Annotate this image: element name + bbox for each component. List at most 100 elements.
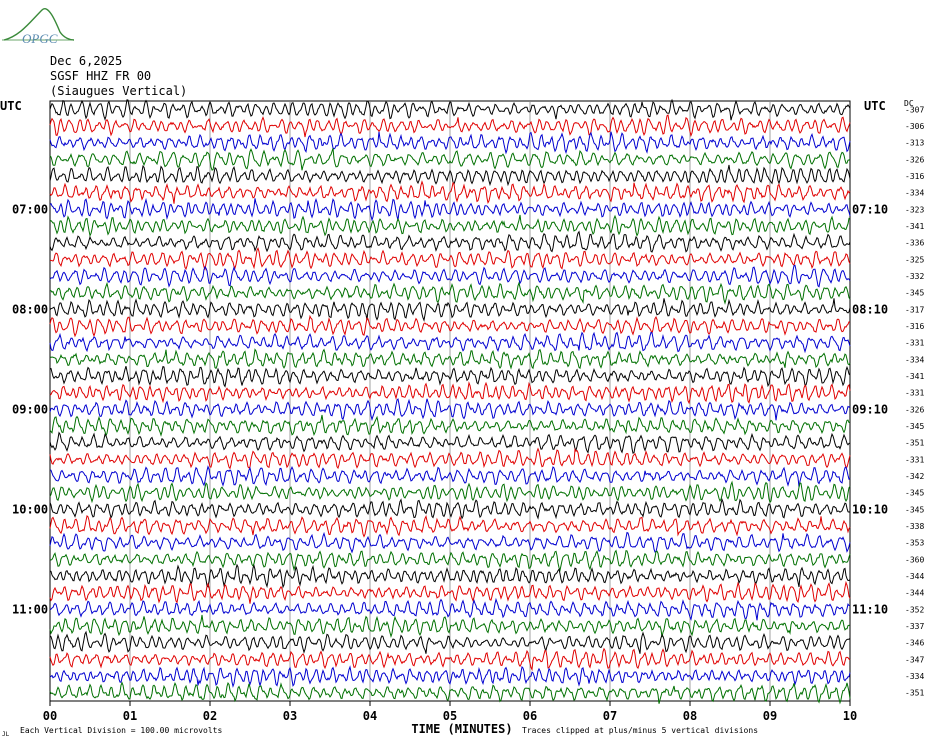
trace-row-27 [49,549,851,573]
trace-row-18 [49,398,851,422]
trace-row-34 [49,665,851,688]
trace-row-4 [49,164,851,187]
trace-row-10 [49,264,851,288]
trace-row-2 [49,131,851,155]
dc-offset-label: -345 [905,289,924,298]
dc-offset-label: -360 [905,555,924,564]
trace-row-16 [49,365,851,388]
dc-offset-label: -331 [905,339,924,348]
trace-row-5 [49,180,851,205]
dc-offset-label: -332 [905,272,924,281]
dc-offset-label: -313 [905,139,924,148]
chart-location: (Siaugues Vertical) [50,84,188,98]
footer-clip-note: Traces clipped at plus/minus 5 vertical … [522,726,758,735]
opgc-logo: OPGC [2,8,75,46]
trace-row-32 [49,630,851,654]
trace-row-14 [49,331,851,354]
x-tick-label: 01 [123,709,137,723]
right-hour-label: 08:10 [852,302,888,316]
dc-offset-label: -326 [905,155,924,164]
trace-row-26 [49,531,851,554]
dc-offset-label: -316 [905,322,924,331]
dc-offset-label: -341 [905,222,924,231]
trace-row-11 [49,281,851,305]
utc-left-label: UTC [0,99,22,113]
left-hour-label: 07:00 [12,202,48,216]
trace-row-33 [49,647,851,672]
right-hour-label: 09:10 [852,402,888,416]
trace-row-35 [49,681,851,705]
trace-row-30 [49,597,851,621]
chart-station: SGSF HHZ FR 00 [50,69,152,83]
trace-row-3 [49,148,851,171]
x-tick-label: 09 [763,709,777,723]
dc-offset-label: -341 [905,372,924,381]
dc-offset-label: -326 [905,405,924,414]
trace-row-17 [49,381,851,405]
dc-offset-label: -344 [905,572,924,581]
trace-row-31 [49,614,851,639]
dc-offset-label: -351 [905,439,924,448]
dc-offset-label: -345 [905,489,924,498]
dc-offset-label: -347 [905,655,924,664]
dc-offset-label: -338 [905,522,924,531]
x-tick-label: 10 [843,709,857,723]
trace-row-1 [49,114,851,138]
x-tick-label: 05 [443,709,457,723]
chart-date: Dec 6,2025 [50,54,123,68]
dc-offset-label: -325 [905,255,924,264]
x-tick-label: 08 [683,709,697,723]
dc-offset-label: -331 [905,455,924,464]
utc-right-label: UTC [864,99,886,113]
dc-offset-label: -351 [905,689,924,698]
trace-row-8 [49,230,851,253]
footer-scale-note: Each Vertical Division = 100.00 microvol… [20,726,222,735]
left-hour-label: 09:00 [12,402,48,416]
trace-row-20 [49,431,851,454]
logo-text: OPGC [22,31,58,46]
dc-offset-label: -334 [905,355,924,364]
trace-row-7 [49,214,851,238]
right-hour-label: 11:10 [852,602,888,616]
x-tick-label: 00 [43,709,57,723]
dc-offset-label: -345 [905,505,924,514]
left-hour-label: 10:00 [12,502,48,516]
trace-row-29 [49,580,851,604]
trace-row-23 [49,480,851,504]
dc-offset-label: -353 [905,539,924,548]
trace-row-15 [49,348,851,370]
dc-offset-label: -334 [905,189,924,198]
right-hour-label: 07:10 [852,202,888,216]
dc-header-label: DC [904,99,914,108]
trace-row-19 [49,414,850,438]
x-tick-label: 03 [283,709,297,723]
dc-offset-label: -337 [905,622,924,631]
dc-offset-label: -344 [905,589,924,598]
dc-offset-label: -346 [905,639,924,648]
x-tick-label: 07 [603,709,617,723]
dc-offset-label: -306 [905,122,924,131]
trace-row-12 [49,298,851,322]
trace-row-25 [49,514,851,538]
dc-offset-label: -345 [905,422,924,431]
x-tick-label: 06 [523,709,537,723]
trace-row-13 [49,314,851,338]
trace-row-24 [49,497,851,520]
dc-offset-label: -323 [905,205,924,214]
x-tick-label: 02 [203,709,217,723]
dc-offset-label: -307 [905,105,924,114]
trace-row-6 [49,197,851,222]
left-hour-label: 11:00 [12,602,48,616]
x-axis-title: TIME (MINUTES) [411,722,512,736]
trace-row-22 [49,465,851,488]
dc-offset-label: -316 [905,172,924,181]
dc-offset-label: -334 [905,672,924,681]
left-hour-label: 08:00 [12,302,48,316]
x-tick-label: 04 [363,709,377,723]
dc-offset-label: -336 [905,239,924,248]
dc-offset-label: -342 [905,472,924,481]
trace-row-9 [50,247,851,271]
trace-row-0 [49,98,851,121]
trace-row-21 [49,447,851,470]
